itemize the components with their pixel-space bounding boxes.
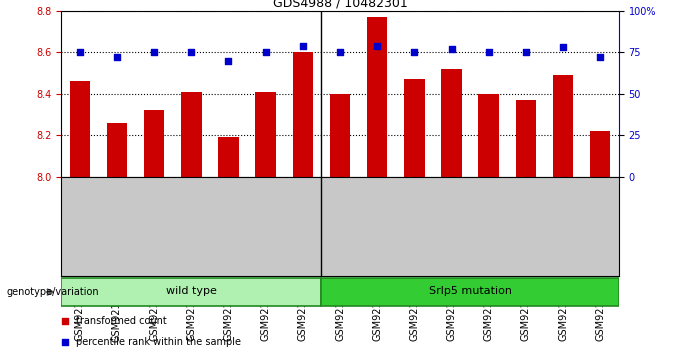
Bar (322, 278, 619, 306)
Point (558, 44, 568, 50)
Point (372, 43, 383, 48)
Bar (479, 94, 499, 177)
Bar (515, 100, 536, 177)
Text: Srlp5 mutation: Srlp5 mutation (428, 286, 511, 296)
Title: GDS4988 / 10482301: GDS4988 / 10482301 (273, 0, 407, 10)
Point (335, 50, 345, 55)
Point (74, 50, 85, 55)
Bar (69, 81, 90, 177)
Point (223, 58, 234, 63)
Point (112, 55, 122, 60)
Bar (404, 79, 424, 177)
Point (186, 50, 197, 55)
Bar (441, 69, 462, 177)
Point (260, 50, 271, 55)
Text: genotype/variation: genotype/variation (7, 287, 99, 297)
Point (483, 50, 494, 55)
Bar (61, 278, 322, 306)
Point (520, 50, 531, 55)
Bar (144, 110, 165, 177)
Point (446, 46, 457, 52)
Bar (292, 52, 313, 177)
Point (297, 43, 308, 48)
Bar (107, 123, 127, 177)
Point (60, 318, 71, 324)
Point (409, 50, 420, 55)
Bar (367, 17, 388, 177)
Bar (181, 92, 201, 177)
Text: transformed count: transformed count (76, 316, 167, 326)
Point (149, 50, 160, 55)
Bar (590, 131, 611, 177)
Bar (330, 94, 350, 177)
Text: wild type: wild type (166, 286, 217, 296)
Text: percentile rank within the sample: percentile rank within the sample (76, 337, 241, 348)
Bar (218, 137, 239, 177)
Point (595, 55, 606, 60)
Bar (553, 75, 573, 177)
Point (60, 340, 71, 346)
Bar (256, 92, 276, 177)
